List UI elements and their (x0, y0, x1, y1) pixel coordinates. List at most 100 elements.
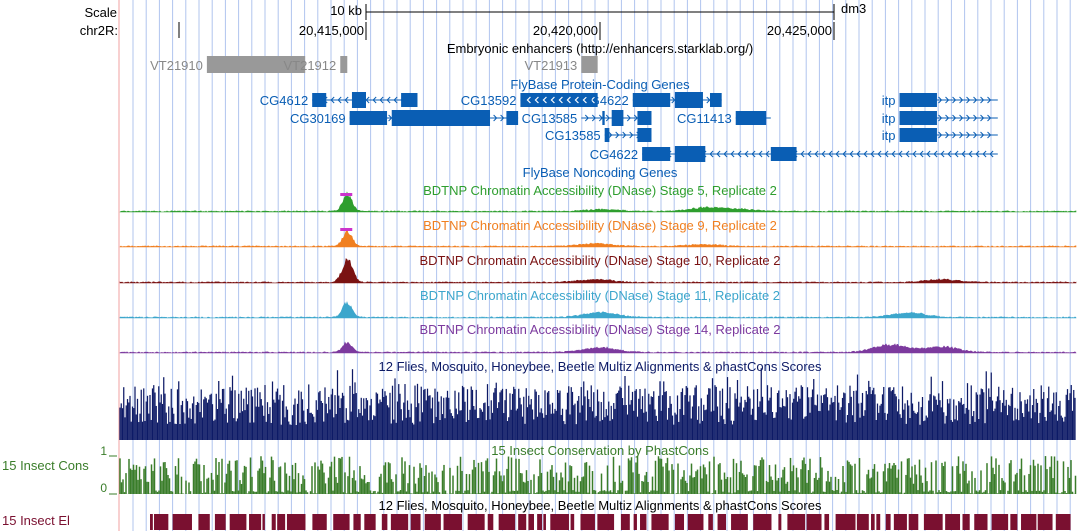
multiz-wiggle-track[interactable] (119, 368, 1076, 440)
conserved-element[interactable] (528, 514, 534, 530)
gene-exon[interactable] (899, 93, 937, 107)
conserved-element[interactable] (717, 514, 727, 530)
conserved-element[interactable] (962, 514, 970, 530)
conserved-element[interactable] (893, 514, 907, 530)
enhancer-label[interactable]: VT21912 (283, 58, 336, 73)
gene-exon[interactable] (312, 93, 327, 107)
conserved-element[interactable] (1021, 514, 1037, 530)
gene-label[interactable]: itp (882, 111, 896, 126)
conserved-element[interactable] (885, 514, 891, 530)
conserved-element[interactable] (271, 514, 276, 530)
noncoding-track-title[interactable]: FlyBase Noncoding Genes (523, 165, 678, 180)
gene-exon[interactable] (401, 93, 418, 107)
phastcons-track-title[interactable]: 15 Insect Conservation by PhastCons (491, 443, 709, 458)
conserved-element[interactable] (198, 514, 210, 530)
gene-exon[interactable] (351, 92, 366, 108)
enhancer-label[interactable]: VT21910 (150, 58, 203, 73)
gene-exon[interactable] (602, 111, 605, 125)
conserved-element[interactable] (518, 514, 527, 530)
enhancer-block[interactable] (581, 56, 598, 73)
gene-label[interactable]: CG13592 (461, 93, 517, 108)
gene-exon[interactable] (674, 92, 703, 108)
conserved-element[interactable] (651, 514, 669, 530)
gene-label[interactable]: CG4612 (260, 93, 308, 108)
elements-side-label[interactable]: 15 Insect El (2, 513, 70, 528)
conserved-element[interactable] (570, 514, 575, 530)
gene-label[interactable]: CG13585 (545, 128, 601, 143)
gene-exon[interactable] (637, 111, 652, 125)
gene-exon[interactable] (604, 128, 610, 142)
gene-label[interactable]: CG30169 (290, 111, 346, 126)
conserved-element[interactable] (381, 514, 388, 530)
conserved-element[interactable] (708, 514, 713, 530)
conserved-element[interactable] (154, 514, 169, 530)
gene-exon[interactable] (391, 110, 491, 126)
conserved-element[interactable] (364, 514, 376, 530)
conserved-element[interactable] (580, 514, 595, 530)
dnase-stage11-track-title[interactable]: BDTNP Chromatin Accessibility (DNase) St… (420, 288, 780, 303)
gene-label[interactable]: CG13585 (522, 111, 578, 126)
conserved-element[interactable] (410, 514, 421, 530)
conserved-element[interactable] (876, 514, 881, 530)
conserved-element[interactable] (674, 514, 685, 530)
gene-exon[interactable] (674, 146, 706, 162)
conserved-element[interactable] (150, 514, 153, 530)
conserved-element[interactable] (424, 514, 441, 530)
conserved-element[interactable] (597, 514, 615, 530)
gene-exon[interactable] (632, 93, 671, 107)
conserved-element[interactable] (687, 514, 704, 530)
conserved-element[interactable] (1010, 514, 1018, 530)
conserved-element[interactable] (550, 514, 569, 530)
phastcons-wiggle-track[interactable] (119, 456, 1077, 494)
gene-exon[interactable] (899, 128, 937, 142)
phastcons-side-label[interactable]: 15 Insect Cons (2, 458, 89, 473)
conserved-element[interactable] (249, 514, 262, 530)
gene-label[interactable]: itp (882, 93, 896, 108)
gene-label[interactable]: CG4622 (580, 93, 628, 108)
conserved-element[interactable] (824, 514, 830, 530)
gene-exon[interactable] (735, 111, 767, 125)
conserved-element[interactable] (214, 514, 226, 530)
conserved-element[interactable] (753, 514, 772, 530)
conserved-element[interactable] (229, 514, 247, 530)
dnase-stage9-track-title[interactable]: BDTNP Chromatin Accessibility (DNase) St… (423, 218, 777, 233)
conserved-element[interactable] (806, 514, 822, 530)
conserved-element[interactable] (945, 514, 961, 530)
conserved-element[interactable] (778, 514, 782, 530)
conserved-element[interactable] (991, 514, 1009, 530)
conserved-element[interactable] (835, 514, 856, 530)
base-position-ruler[interactable]: 20,415,000 20,420,000 20,425,000 (299, 22, 835, 40)
dnase-signal-stage9[interactable] (119, 227, 1077, 248)
gene-exon[interactable] (611, 110, 624, 126)
conserved-element[interactable] (908, 514, 919, 530)
enhancer-label[interactable]: VT21913 (525, 58, 578, 73)
conserved-element[interactable] (787, 514, 806, 530)
dnase-tracks[interactable] (118, 191, 1077, 354)
conserved-element[interactable] (277, 514, 286, 530)
conserved-element[interactable] (871, 514, 875, 530)
conserved-element[interactable] (620, 514, 630, 530)
conserved-element[interactable] (333, 514, 350, 530)
dnase-signal-stage5[interactable] (118, 191, 1077, 213)
dnase-stage5-track-title[interactable]: BDTNP Chromatin Accessibility (DNase) St… (423, 183, 777, 198)
dnase-signal-stage11[interactable] (119, 301, 1077, 319)
conserved-element[interactable] (172, 514, 192, 530)
gene-exon[interactable] (506, 111, 519, 125)
conserved-element[interactable] (443, 514, 462, 530)
gene-exon[interactable] (637, 128, 652, 142)
gene-label[interactable]: CG11413 (677, 111, 732, 126)
gene-exon[interactable] (642, 147, 671, 161)
conserved-element[interactable] (498, 514, 516, 530)
conserved-element[interactable] (923, 514, 943, 530)
conserved-element[interactable] (390, 514, 409, 530)
conserved-element[interactable] (974, 514, 988, 530)
enhancers-track[interactable]: VT21910 VT21912 VT21913 (150, 56, 598, 73)
conserved-element[interactable] (1055, 514, 1071, 530)
conserved-element[interactable] (731, 514, 748, 530)
gene-exon[interactable] (899, 111, 937, 125)
gene-exon[interactable] (349, 111, 388, 125)
gene-label[interactable]: CG4622 (590, 147, 638, 162)
conserved-element[interactable] (537, 514, 543, 530)
conserved-element[interactable] (286, 514, 306, 530)
